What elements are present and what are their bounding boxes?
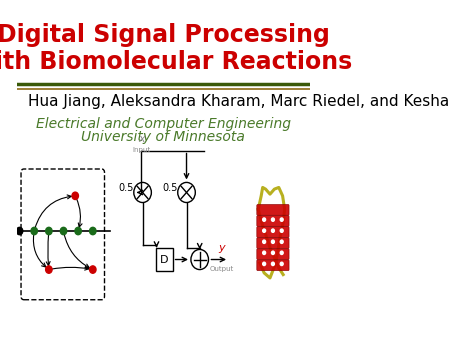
Circle shape (263, 240, 266, 243)
Circle shape (271, 218, 274, 221)
Circle shape (271, 240, 274, 243)
Circle shape (90, 266, 96, 273)
Circle shape (16, 227, 23, 235)
FancyBboxPatch shape (257, 238, 289, 248)
Circle shape (75, 227, 81, 235)
Circle shape (280, 262, 283, 266)
Circle shape (60, 227, 67, 235)
Circle shape (263, 218, 266, 221)
Circle shape (271, 229, 274, 232)
Text: Electrical and Computer Engineering: Electrical and Computer Engineering (36, 117, 291, 131)
Circle shape (45, 266, 52, 273)
FancyBboxPatch shape (257, 249, 289, 260)
Circle shape (280, 251, 283, 255)
Text: Output: Output (210, 266, 234, 271)
Text: 0.5: 0.5 (119, 184, 134, 193)
Circle shape (45, 227, 52, 235)
Circle shape (263, 262, 266, 266)
FancyBboxPatch shape (257, 260, 289, 271)
Circle shape (263, 229, 266, 232)
Circle shape (90, 227, 96, 235)
Circle shape (271, 262, 274, 266)
Text: Digital Signal Processing: Digital Signal Processing (0, 23, 329, 47)
FancyBboxPatch shape (257, 204, 289, 215)
Circle shape (280, 240, 283, 243)
Text: Hua Jiang, Aleksandra Kharam, Marc Riedel, and Keshab Parhi: Hua Jiang, Aleksandra Kharam, Marc Riede… (28, 94, 450, 110)
Bar (157, 248, 173, 271)
Text: x: x (138, 134, 144, 144)
Circle shape (263, 251, 266, 255)
Circle shape (280, 218, 283, 221)
Text: y: y (218, 243, 225, 254)
FancyBboxPatch shape (257, 227, 289, 237)
Text: D: D (160, 255, 169, 265)
Text: 0.5: 0.5 (163, 184, 178, 193)
FancyBboxPatch shape (257, 216, 289, 226)
Circle shape (280, 229, 283, 232)
Circle shape (271, 251, 274, 255)
Text: University of Minnesota: University of Minnesota (81, 130, 245, 144)
Text: Input: Input (132, 147, 150, 153)
Circle shape (72, 192, 78, 199)
Text: with Biomolecular Reactions: with Biomolecular Reactions (0, 50, 353, 74)
Circle shape (31, 227, 37, 235)
